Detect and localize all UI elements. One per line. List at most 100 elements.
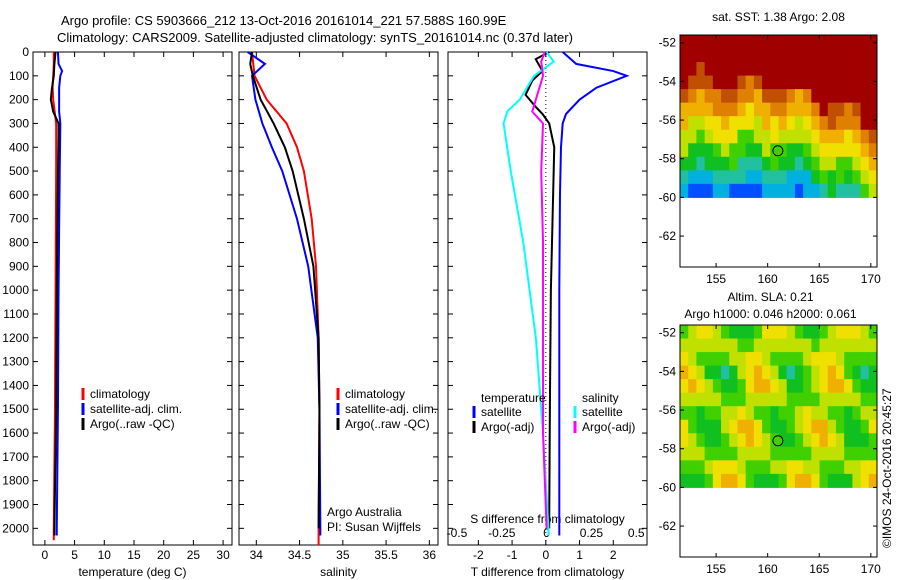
sst-cell xyxy=(794,35,804,50)
sst-cell xyxy=(819,129,829,144)
depth-tick-label: 1900 xyxy=(2,498,29,512)
legend-header-temperature: temperature xyxy=(481,391,546,405)
depth-tick-label: 1300 xyxy=(2,355,29,369)
sla-cell xyxy=(811,365,821,380)
sla-cell xyxy=(794,365,804,380)
sst-cell xyxy=(729,170,738,185)
legend-label: climatology xyxy=(90,387,150,401)
sst-cell xyxy=(737,143,747,158)
sla-cell xyxy=(868,419,878,434)
sla-cell xyxy=(704,365,714,380)
sst-cell xyxy=(745,116,755,131)
sst-cell xyxy=(852,170,862,185)
sla-cell xyxy=(737,406,747,421)
sla-cell xyxy=(737,325,747,340)
sst-cell xyxy=(819,156,829,171)
sla-cell xyxy=(753,473,763,488)
sla-cell xyxy=(770,460,779,475)
temperature-xtick-label: 10 xyxy=(98,548,112,562)
sla-cell xyxy=(737,433,747,448)
sst-cell xyxy=(794,48,804,63)
sla-cell xyxy=(860,379,870,394)
sst-cell xyxy=(811,35,821,50)
temperature-xtick-label: 20 xyxy=(157,548,171,562)
sst-cell xyxy=(868,143,878,158)
sst-cell xyxy=(721,129,730,144)
sla-cell xyxy=(753,352,763,367)
sla-cell xyxy=(753,419,763,434)
sla-cell xyxy=(786,433,796,448)
sla-cell xyxy=(835,419,845,434)
sla-cell xyxy=(868,352,878,367)
sst-cell xyxy=(753,48,763,63)
lat-tick-label: -52 xyxy=(659,326,677,340)
sst-cell xyxy=(721,35,730,50)
sst-cell xyxy=(852,62,862,77)
sla-cell xyxy=(762,460,771,475)
sla-cell xyxy=(688,446,697,461)
sla-cell xyxy=(770,325,779,340)
sla-cell xyxy=(778,365,788,380)
sla-cell xyxy=(811,460,821,475)
sla-cell xyxy=(860,365,870,380)
sla-cell xyxy=(811,325,821,340)
sla-cell xyxy=(835,379,845,394)
sst-cell xyxy=(737,48,747,63)
sst-cell xyxy=(721,156,730,171)
sla-cell xyxy=(827,325,837,340)
sla-cell xyxy=(712,352,722,367)
sst-cell xyxy=(860,129,870,144)
sla-cell xyxy=(745,392,755,407)
sst-cell xyxy=(860,143,870,158)
sla-cell xyxy=(778,406,788,421)
sst-cell xyxy=(762,183,771,198)
sst-cell xyxy=(827,183,837,198)
lat-tick-label: -56 xyxy=(659,403,677,417)
sst-cell xyxy=(835,156,845,171)
sla-cell xyxy=(811,352,821,367)
sla-cell xyxy=(729,406,738,421)
sst-cell xyxy=(770,156,779,171)
sst-cell xyxy=(762,48,771,63)
sst-cell xyxy=(811,156,821,171)
sst-cell xyxy=(770,129,779,144)
sla-cell xyxy=(721,406,730,421)
sst-cell xyxy=(721,62,730,77)
sst-cell xyxy=(803,183,812,198)
sst-cell xyxy=(794,170,804,185)
sla-cell xyxy=(712,338,722,353)
sla-cell xyxy=(721,352,730,367)
sla-cell xyxy=(794,379,804,394)
sst-cell xyxy=(688,116,697,131)
sla-cell xyxy=(696,338,706,353)
sst-cell xyxy=(794,102,804,117)
credit-label: ©IMOS 24-Oct-2016 20:45:27 xyxy=(880,388,894,548)
depth-tick-label: 100 xyxy=(9,69,29,83)
sla-cell xyxy=(696,460,706,475)
lat-tick-label: -52 xyxy=(659,36,677,50)
sst-cell xyxy=(712,48,722,63)
sst-cell xyxy=(729,116,738,131)
sla-cell xyxy=(786,338,796,353)
sla-cell xyxy=(753,406,763,421)
sla-cell xyxy=(704,338,714,353)
sla-cell xyxy=(852,338,862,353)
depth-tick-label: 900 xyxy=(9,259,29,273)
sla-cell xyxy=(852,379,862,394)
sst-cell xyxy=(868,129,878,144)
sst-cell xyxy=(737,170,747,185)
sla-cell xyxy=(762,365,771,380)
sla-cell xyxy=(770,446,779,461)
sla-cell xyxy=(860,433,870,448)
sst-cell xyxy=(721,102,730,117)
sst-cell xyxy=(696,116,706,131)
sla-cell xyxy=(803,446,812,461)
sst-cell xyxy=(737,89,747,104)
lon-tick-label: 160 xyxy=(758,272,778,286)
sla-cell xyxy=(844,446,853,461)
sst-cell xyxy=(770,35,779,50)
sst-cell xyxy=(753,89,763,104)
sst-cell xyxy=(786,156,796,171)
sla-cell xyxy=(827,379,837,394)
sst-cell xyxy=(827,170,837,185)
